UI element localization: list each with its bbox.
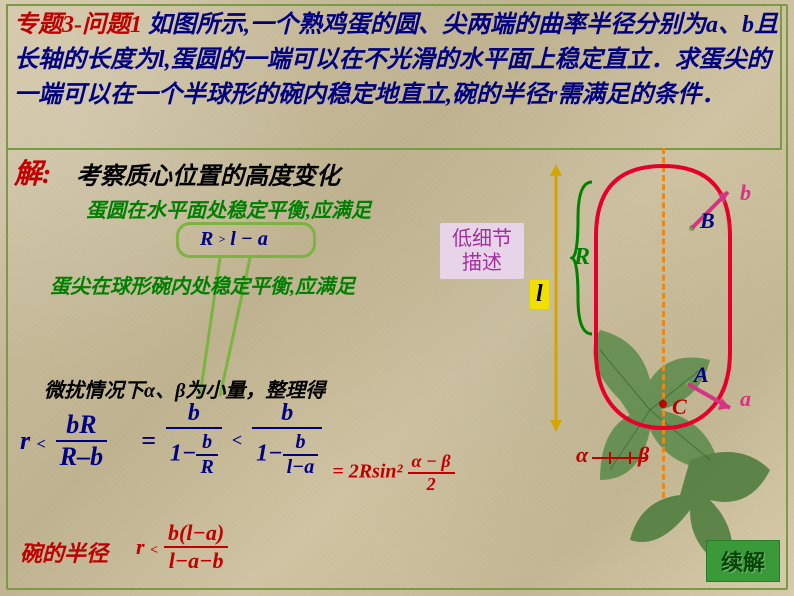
- label-l: l: [530, 280, 549, 309]
- label-B: B: [700, 208, 715, 234]
- alpha-beta-line: [590, 448, 650, 468]
- label-b: b: [740, 180, 751, 206]
- bowl-stable-line: 蛋尖在球形碗内处稳定平衡,应满足: [50, 270, 355, 299]
- label-C: C: [672, 394, 687, 420]
- perturb-line: 微扰情况下α、β为小量，整理得: [44, 374, 325, 403]
- label-alpha: α: [576, 442, 588, 468]
- consider-line: 考察质心位置的高度变化: [76, 156, 340, 191]
- formula-row: r < bR R–b = b 1− b R < b 1− b l−a = 2Rs…: [20, 400, 455, 481]
- topic-label: 专题3-问题1: [14, 12, 142, 38]
- label-a: a: [740, 386, 751, 412]
- flat-stable-line: 蛋圆在水平面处稳定平衡,应满足: [86, 194, 371, 223]
- egg-diagram: l R B b A a C α β: [530, 150, 790, 550]
- label-R: R: [574, 244, 590, 271]
- continue-button[interactable]: 续解: [706, 540, 780, 582]
- bowl-radius-label: 碗的半径: [20, 536, 108, 568]
- flat-cond: R > l − a: [200, 228, 268, 251]
- egg-outline: [592, 162, 734, 432]
- label-A: A: [694, 362, 709, 388]
- problem-text: 专题3-问题1 如图所示,一个熟鸡蛋的圆、尖两端的曲率半径分别为a、b且长轴的长…: [14, 8, 780, 112]
- final-formula: r < b(l−a) l−a−b: [136, 520, 228, 574]
- low-detail-badge: 低细节描述: [440, 223, 524, 279]
- solution-label: 解:: [14, 152, 51, 192]
